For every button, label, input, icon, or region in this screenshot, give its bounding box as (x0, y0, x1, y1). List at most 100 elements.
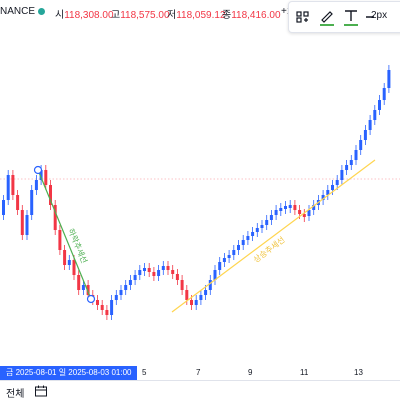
candle-body (326, 190, 330, 195)
crosshair-time-label: 금 2025-08-01 일 2025-08-03 01:00 (0, 366, 138, 380)
uptrend-line[interactable] (171, 159, 376, 313)
candle-body (312, 205, 316, 210)
candle-body (269, 215, 273, 220)
date-range-icon[interactable] (34, 384, 48, 401)
candle-body (25, 215, 29, 235)
candle-body (354, 150, 358, 160)
candle-body (382, 88, 386, 100)
candle-body (67, 260, 71, 265)
candle-body (274, 210, 278, 215)
candle-body (363, 130, 367, 140)
candle-body (321, 195, 325, 200)
line-width-value[interactable]: 2px (371, 10, 388, 21)
price-chart[interactable]: 하락추세선 상승추세선 (0, 26, 400, 366)
time-axis: 금 2025-08-01 일 2025-08-03 01:00 5 7 9 11… (0, 366, 400, 380)
candle-body (100, 305, 104, 310)
candle-body (133, 275, 137, 280)
candle-body (373, 110, 377, 120)
candle-body (114, 295, 118, 300)
candle-body (171, 270, 175, 274)
close-value: 종118,416.00 (222, 10, 281, 21)
bottom-bar: 전체 (0, 380, 400, 401)
candle-body (143, 268, 146, 271)
candle-body (237, 245, 240, 250)
candle-body (20, 210, 24, 235)
downtrend-handle-end[interactable] (86, 294, 96, 304)
candle-body (378, 100, 381, 110)
candle-body (222, 258, 226, 262)
downtrend-handle-start[interactable] (33, 165, 43, 175)
candle-body (105, 310, 109, 315)
candle-body (345, 165, 349, 170)
candle-body (185, 290, 189, 300)
candle-body (77, 275, 81, 290)
candle-body (204, 290, 208, 295)
time-tick: 5 (142, 368, 147, 377)
candle-body (284, 206, 287, 209)
candle-body (387, 70, 391, 88)
time-tick: 9 (248, 368, 253, 377)
candle-body (194, 300, 198, 305)
candle-body (180, 280, 184, 290)
symbol-name[interactable]: NANCE (0, 6, 36, 17)
candle-body (279, 208, 283, 211)
candle-body (119, 290, 123, 295)
line-width-icon[interactable] (365, 6, 375, 28)
candle-body (34, 180, 38, 190)
candle-body (128, 280, 132, 285)
open-value: 시118,308.00 (55, 10, 114, 21)
candle-body (175, 274, 179, 280)
candle-body (58, 230, 62, 250)
candle-body (213, 270, 217, 280)
candle-body (298, 210, 302, 214)
candle-body (340, 170, 344, 180)
candle-body (161, 266, 165, 270)
candle-body (147, 268, 151, 272)
candle-body (166, 266, 170, 270)
candle-body (138, 270, 142, 275)
range-all-button[interactable]: 전체 (6, 389, 25, 400)
candle-body (157, 270, 161, 276)
drawing-template-icon[interactable] (295, 6, 311, 28)
candle-body (110, 300, 114, 315)
candle-body (246, 236, 250, 240)
candle-body (255, 228, 259, 232)
candle-body (260, 225, 264, 228)
candle-body (307, 210, 311, 216)
candle-body (227, 255, 231, 258)
candle-body (44, 170, 48, 185)
candle-body (251, 232, 255, 236)
downtrend-line[interactable] (37, 169, 92, 300)
candle-body (265, 220, 269, 225)
candle-body (302, 214, 306, 217)
candle-body (86, 285, 90, 295)
candle-body (39, 170, 43, 180)
time-tick: 7 (196, 368, 201, 377)
candle-body (190, 300, 193, 305)
candle-body (49, 185, 52, 205)
candle-body (81, 285, 85, 290)
candle-body (331, 185, 334, 190)
candle-body (349, 160, 353, 165)
candle-body (63, 250, 67, 265)
candle-body (16, 195, 20, 210)
candle-body (2, 200, 5, 215)
pen-icon[interactable] (318, 6, 336, 28)
drawing-toolbar (288, 1, 400, 33)
candle-body (6, 175, 10, 200)
text-tool-icon[interactable] (342, 6, 360, 28)
candle-body (359, 140, 363, 150)
high-value: 고118,575.00 (111, 10, 170, 21)
low-value: 저118,059.12 (167, 10, 226, 21)
candle-body (124, 285, 128, 290)
candle-body (368, 120, 372, 130)
time-tick: 11 (300, 368, 309, 377)
candles (2, 65, 391, 320)
candle-body (293, 205, 297, 210)
candle-body (53, 205, 57, 230)
candle-body (232, 250, 236, 255)
live-dot-icon (38, 8, 45, 15)
candle-body (208, 280, 212, 290)
candle-body (72, 260, 76, 275)
candle-body (199, 295, 203, 300)
